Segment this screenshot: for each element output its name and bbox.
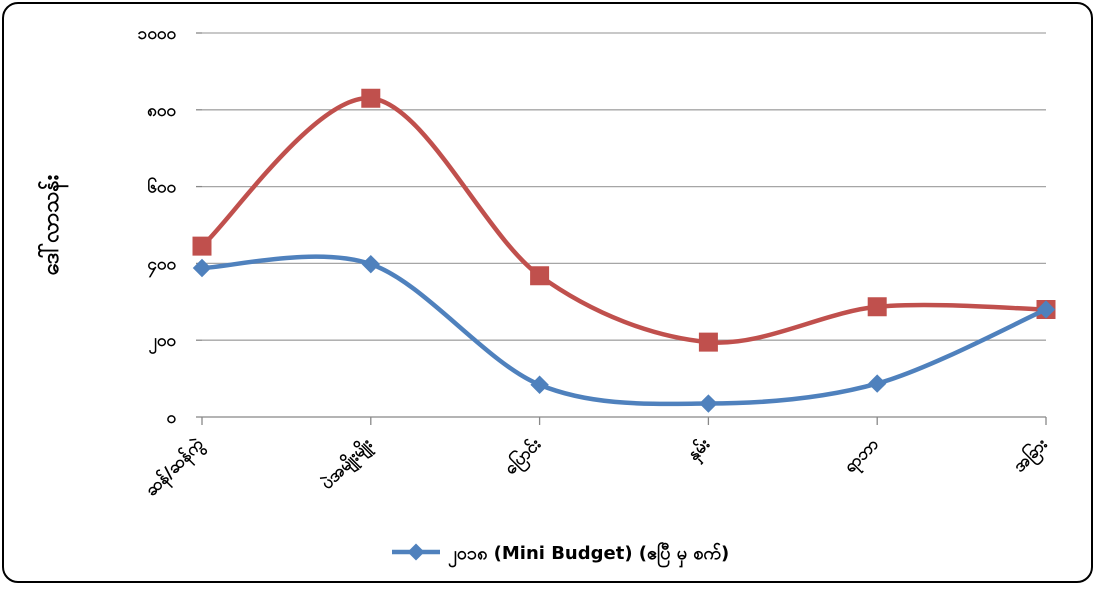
- y-tick-label: ၆၀၀: [147, 176, 176, 198]
- gridlines: [196, 33, 1046, 417]
- data-point: [699, 333, 717, 351]
- x-tick-label: နှမ်း: [683, 433, 717, 467]
- x-tick-label: အခြား: [1007, 432, 1054, 479]
- legend: ၂၀၁၈ (Mini Budget) (ဧပြီ မှ စက်): [392, 542, 729, 568]
- series-2: [194, 256, 1055, 412]
- y-tick-label: ၈၀၀: [147, 101, 176, 121]
- y-axis-label: ဒေါ်လာသန်း: [37, 174, 69, 275]
- y-tick-label: ၄၀၀: [147, 254, 176, 278]
- data-point: [868, 298, 886, 316]
- y-tick-label: ၁၀၀၀: [138, 24, 177, 44]
- data-point: [194, 260, 211, 277]
- data-point: [869, 375, 886, 392]
- data-point: [362, 89, 380, 107]
- x-axis: [202, 417, 1046, 425]
- x-tick-label: ပြောင်း: [499, 432, 549, 482]
- series-group: [193, 89, 1055, 412]
- series-line: [202, 257, 1046, 404]
- series-line: [202, 98, 1046, 342]
- data-point: [362, 256, 379, 273]
- data-point: [531, 267, 549, 285]
- x-tick-labels: ဆန်/ဆန်ကွဲ ပဲအမျိုးမျိုး ပြောင်း နှမ်း ရာဘာ အ…: [141, 432, 1055, 503]
- legend-label: ၂၀၁၈ (Mini Budget) (ဧပြီ မှ စက်): [448, 542, 729, 568]
- data-point: [193, 237, 211, 255]
- y-tick-label: ၂၀၀: [149, 331, 177, 355]
- y-tick-labels: ၀ ၂၀၀ ၄၀၀ ၆၀၀ ၈၀၀ ၁၀၀၀: [138, 24, 177, 428]
- data-point: [531, 376, 548, 393]
- x-tick-label: ဆန်/ဆန်ကွဲ: [141, 433, 211, 503]
- y-tick-label: ၀: [166, 408, 176, 428]
- data-point: [700, 395, 717, 412]
- x-tick-label: ပဲအမျိုးမျိုး: [316, 433, 379, 496]
- x-tick-label: ရာဘာ: [840, 434, 885, 479]
- series-1: [193, 89, 1055, 351]
- legend-marker-swatch: [408, 544, 425, 561]
